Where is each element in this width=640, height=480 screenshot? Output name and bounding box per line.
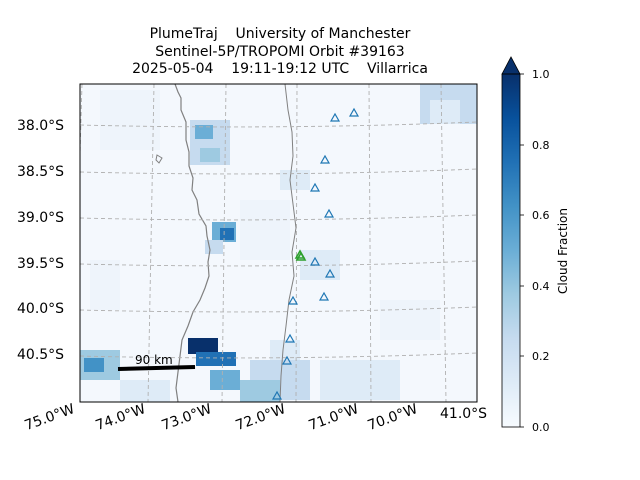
target-volcano-marker-outline: [295, 251, 307, 261]
volcano-marker: [329, 112, 341, 122]
scale-bar: [117, 365, 196, 371]
cloud-patch: [84, 358, 104, 372]
volcano-marker: [319, 154, 331, 164]
volcano-markers: [271, 107, 360, 400]
cloud-fraction-layer: [80, 84, 477, 402]
volcano-marker: [318, 291, 330, 301]
lat-label-38-0: 38.0°S: [17, 118, 65, 134]
lat-label-38-5: 38.5°S: [17, 164, 65, 180]
colorbar-tick-3: 0.6: [532, 209, 550, 222]
colorbar-gradient: [502, 74, 520, 427]
title-line-1: PlumeTraj University of Manchester: [149, 26, 411, 42]
gridlines: [80, 84, 477, 402]
cloud-patch: [280, 170, 310, 190]
cloud-patch: [270, 340, 300, 360]
lake-outline: [155, 154, 163, 164]
lat-label-39-5: 39.5°S: [17, 256, 65, 272]
cloud-patch: [120, 380, 170, 402]
volcano-marker: [309, 256, 321, 266]
cloud-patch: [430, 100, 460, 124]
colorbar-frame: [501, 73, 521, 428]
cloud-patch: [380, 300, 440, 340]
volcano-marker: [281, 355, 293, 365]
cloud-patch: [220, 228, 234, 240]
cloud-patch: [188, 338, 218, 354]
scale-bar-label: 90 km: [135, 353, 173, 367]
map-frame: [79, 83, 478, 403]
border-line: [279, 84, 297, 402]
cloud-patch: [210, 370, 240, 390]
cloud-patch: [320, 360, 400, 400]
title-line-2: Sentinel-5P/TROPOMI Orbit #39163: [155, 44, 405, 60]
volcano-marker: [323, 208, 335, 218]
lat-label-39-0: 39.0°S: [17, 210, 65, 226]
colorbar-tick-0: 0.0: [532, 421, 550, 434]
cloud-patch: [240, 380, 280, 402]
coastline: [174, 84, 211, 402]
volcano-marker: [287, 295, 299, 305]
cloud-patch: [100, 90, 160, 150]
volcano-marker: [271, 390, 283, 400]
cloud-patch: [200, 148, 220, 162]
colorbar-tick-1: 0.2: [532, 350, 550, 363]
volcano-marker: [284, 333, 296, 343]
colorbar-tick-marks: [520, 73, 524, 428]
colorbar-tick-5: 1.0: [532, 68, 550, 81]
cloud-patch: [196, 352, 236, 366]
cloud-patch: [195, 125, 213, 139]
colorbar-tick-2: 0.4: [532, 280, 550, 293]
colorbar-extend-arrow: [501, 56, 521, 75]
lat-label-40-0: 40.0°S: [17, 301, 65, 317]
cloud-patch: [240, 200, 290, 260]
volcano-marker: [309, 182, 321, 192]
title-line-3: 2025-05-04 19:11-19:12 UTC Villarrica: [132, 61, 428, 77]
lat-label-41-0: 41.0°S: [440, 406, 488, 422]
lat-label-40-5: 40.5°S: [17, 347, 65, 363]
colorbar-label: Cloud Fraction: [556, 208, 570, 294]
colorbar-tick-4: 0.8: [532, 139, 550, 152]
volcano-marker: [348, 107, 360, 117]
cloud-patch: [90, 260, 120, 310]
volcano-marker: [324, 268, 336, 278]
colorbar: [501, 56, 524, 428]
